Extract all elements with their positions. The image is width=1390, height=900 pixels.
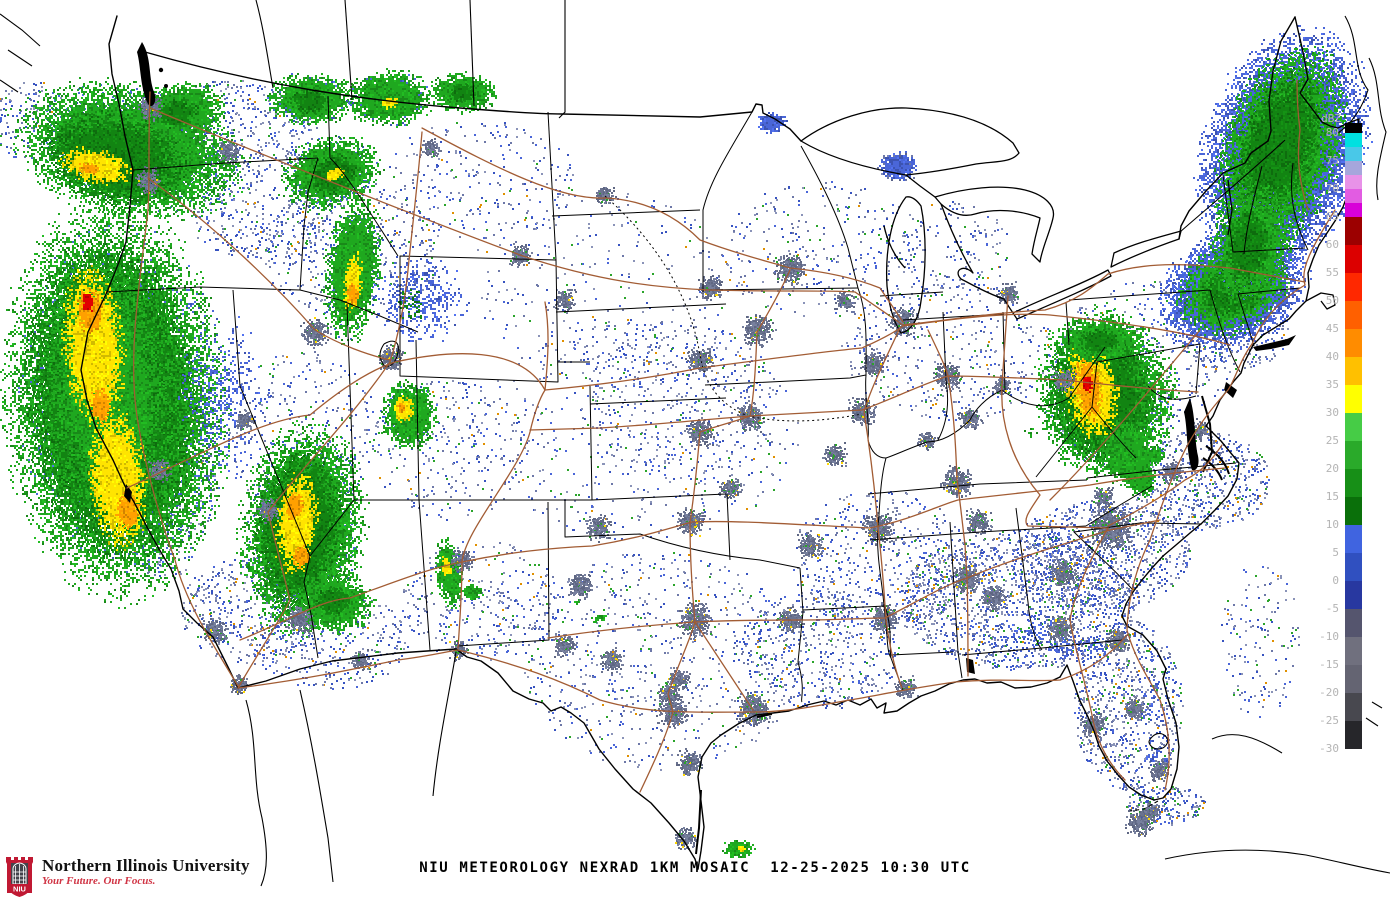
university-tagline: Your Future. Our Focus. bbox=[42, 875, 156, 887]
sounds-group bbox=[695, 395, 1230, 855]
delaware-bay bbox=[1224, 382, 1237, 398]
colorbar-tick-label: 40 bbox=[1325, 350, 1339, 363]
lake-michigan bbox=[885, 196, 926, 334]
colorbar-tick-label: -5 bbox=[1325, 602, 1339, 615]
lake-huron bbox=[934, 186, 1055, 263]
water-fills-group bbox=[124, 42, 1296, 674]
niu-logo: NIU Northern Illinois University Your Fu… bbox=[4, 855, 250, 898]
colorbar-tick-label: 10 bbox=[1325, 518, 1339, 531]
colorbar-scale bbox=[1345, 123, 1362, 763]
colorbar-tick-label: -30 bbox=[1319, 742, 1339, 755]
colorbar-tick-label: -25 bbox=[1319, 714, 1339, 727]
colorbar-title: dBZ bbox=[1321, 112, 1341, 125]
colorbar-tick-label: 50 bbox=[1325, 294, 1339, 307]
midatlantic-coast bbox=[1205, 344, 1254, 427]
colorbar-tick-label: 25 bbox=[1325, 434, 1339, 447]
state-borders-group bbox=[105, 95, 1309, 703]
florida-coast bbox=[1059, 625, 1180, 801]
gulf-coast bbox=[697, 676, 1061, 870]
lake-superior bbox=[800, 107, 1020, 176]
puget-sound bbox=[137, 42, 156, 107]
colorbar-tick-label: 65 bbox=[1325, 210, 1339, 223]
caption: NIU METEOROLOGY NEXRAD 1KM MOSAIC 12-25-… bbox=[419, 860, 971, 876]
colorbar-tick-label: 70 bbox=[1325, 182, 1339, 195]
st-lawrence bbox=[1178, 172, 1224, 240]
colorbar-tick-label: 5 bbox=[1332, 546, 1339, 559]
colorbar-tick-label: 60 bbox=[1325, 238, 1339, 251]
newengland-coast bbox=[1252, 118, 1360, 346]
sf-bay bbox=[124, 484, 132, 503]
university-name: Northern Illinois University bbox=[42, 856, 250, 875]
colorbar-tick-label: 15 bbox=[1325, 490, 1339, 503]
chesapeake-bay bbox=[1184, 398, 1199, 471]
long-island bbox=[1253, 335, 1296, 351]
west-coast bbox=[80, 15, 239, 689]
rio-grande bbox=[455, 648, 699, 870]
lake-erie bbox=[1012, 269, 1112, 320]
southeast-coast bbox=[1121, 425, 1240, 627]
colorbar-tick-label: 35 bbox=[1325, 378, 1339, 391]
niu-acronym: NIU bbox=[13, 885, 26, 894]
colorbar-tick-label: 0 bbox=[1332, 574, 1339, 587]
up-shore bbox=[905, 174, 936, 198]
mexico-border bbox=[237, 648, 457, 689]
colorbar-tick-label: 30 bbox=[1325, 406, 1339, 419]
colorbar-tick-label: 75 bbox=[1325, 154, 1339, 167]
colorbar-tick-label: 20 bbox=[1325, 462, 1339, 475]
green-bay bbox=[883, 225, 906, 269]
maine-west-border bbox=[1267, 16, 1296, 142]
great-lakes-group bbox=[800, 107, 1336, 334]
colorbar-tick-label: -15 bbox=[1319, 658, 1339, 671]
niu-shield-icon: NIU bbox=[6, 857, 33, 897]
canada-border bbox=[144, 51, 802, 142]
coastline-group bbox=[80, 15, 1360, 870]
michigan-thumb bbox=[940, 203, 1014, 314]
colorbar-tick-label: 55 bbox=[1325, 266, 1339, 279]
cape-cod bbox=[1305, 292, 1336, 310]
colorbar-tick-label: 80 bbox=[1325, 126, 1339, 139]
colorbar-tick-label: -10 bbox=[1319, 630, 1339, 643]
colorbar-tick-label: -20 bbox=[1319, 686, 1339, 699]
border-45n bbox=[1222, 140, 1269, 174]
colorbar-tick-label: 45 bbox=[1325, 322, 1339, 335]
lake-ontario bbox=[1110, 230, 1182, 268]
highways-group bbox=[126, 79, 1336, 793]
maine-nb-border bbox=[1294, 16, 1323, 123]
